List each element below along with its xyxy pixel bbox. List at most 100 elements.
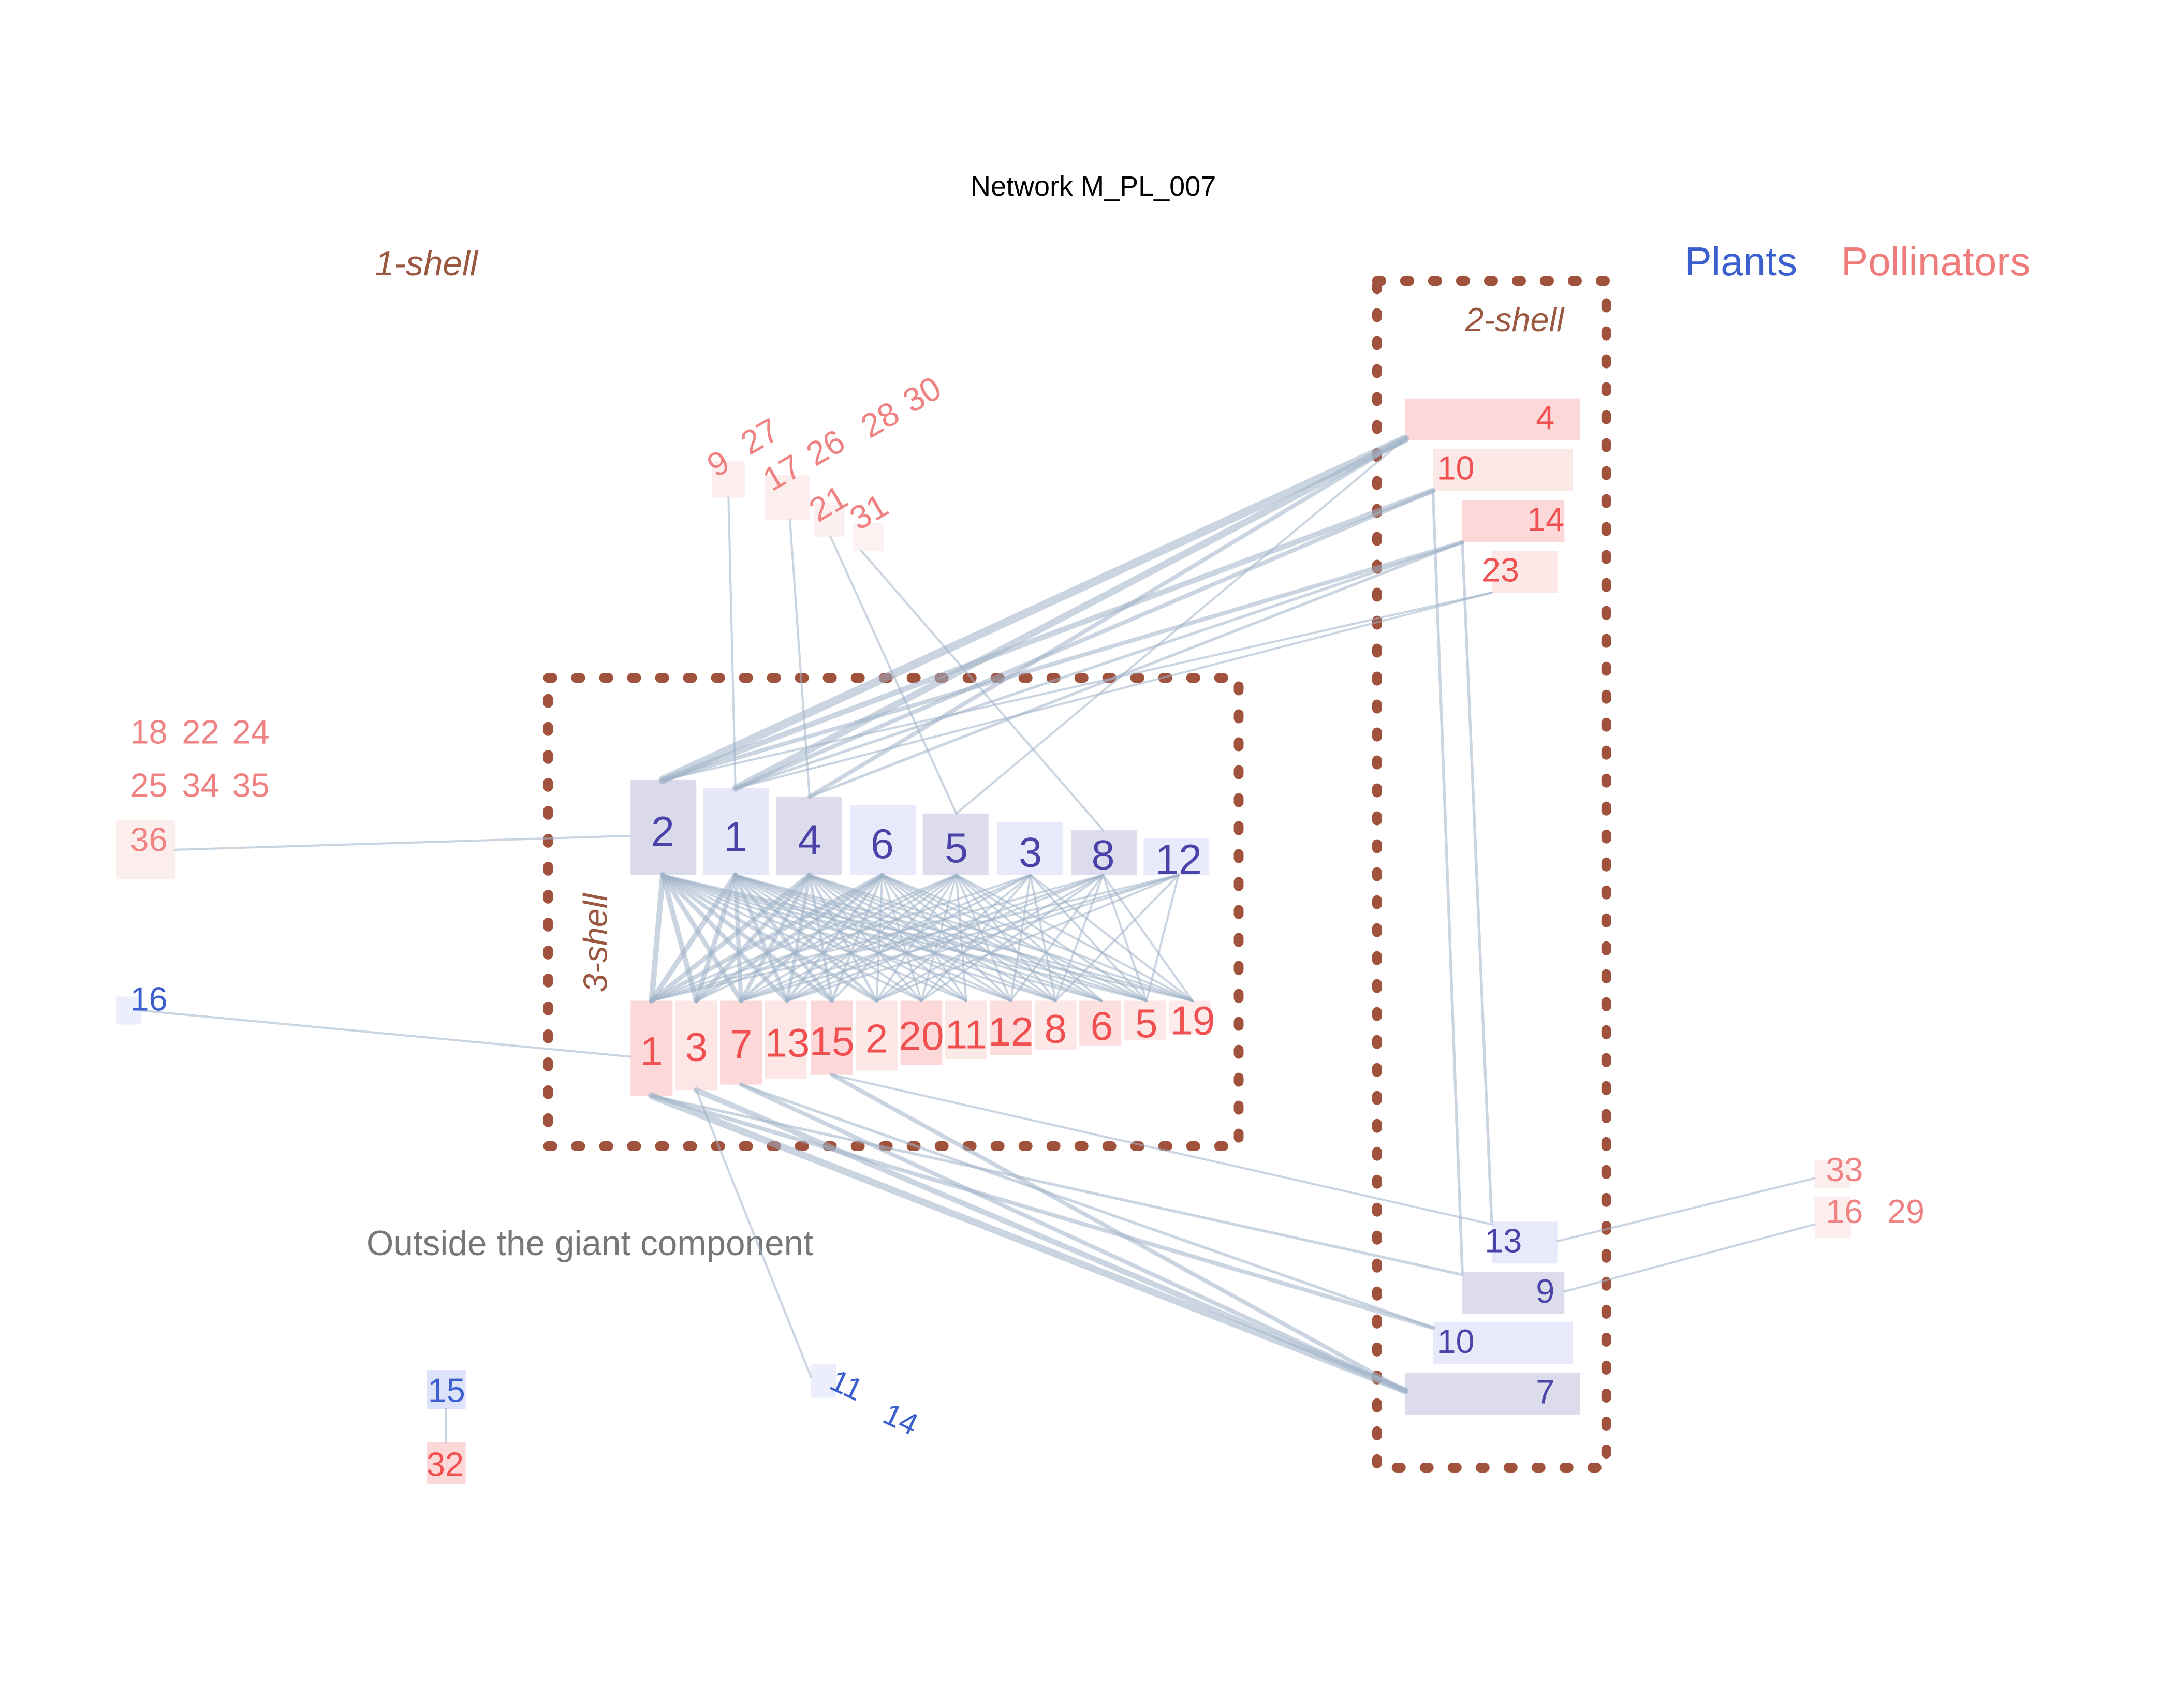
shell1-left-pollinators: 18 22 24 25 34 35 36 [130,713,270,859]
plant-node: 12 [1155,836,1202,883]
edge [727,496,737,790]
edge [1563,1223,1816,1293]
edge [732,435,1409,792]
core-plant-3-bg [996,821,1063,875]
core-poll-19-bg [1168,1000,1211,1035]
shell2-plant-9-bg [1462,1272,1565,1314]
core-edge [740,874,1180,1002]
poll-21-bg [814,503,845,537]
diagram-title: Network M_PL_007 [971,171,1216,202]
edge [829,535,958,815]
core-edge [649,872,738,1004]
core-plant-2-bg [630,779,697,875]
core-edge [881,874,1148,1002]
pollinator-node: 18 [130,713,168,751]
core-edge [1102,874,1194,1002]
core-poll-7-bg [720,1000,762,1085]
plant-11-bg [811,1364,836,1398]
shell2-plants: 13 9 10 7 [1437,1222,1554,1411]
pollinator-node: 22 [182,713,219,751]
core-plant-1-bg [703,788,769,875]
pollinator-node: 1 [640,1028,663,1074]
core-edge [875,874,1032,1002]
shell2-pollinators: 4 10 14 23 [1437,399,1564,588]
shell1-top-pollinators: 9 27 17 26 28 30 21 31 [701,369,948,537]
plant-16-bg [116,996,142,1025]
core-poll-3-bg [675,1000,717,1091]
edge [650,1094,1464,1276]
pollinator-node: 20 [899,1013,944,1058]
shell2-poll-23-bg [1491,550,1558,593]
core-poll-5-bg [1124,1000,1166,1040]
core-edge [650,874,1105,1002]
interaction-edges [140,434,1816,1444]
core-poll-15-bg [811,1000,853,1075]
core-edge [740,874,1032,1002]
edge [658,434,1409,784]
core-poll-12-bg [990,1000,1032,1055]
plant-node: 14 [878,1396,923,1442]
core-poll-2-bg [856,1000,898,1071]
plant-node: 2 [651,808,674,855]
shell2-plant-7-bg [1405,1372,1580,1415]
shell3-box [543,673,1244,1151]
pollinator-node: 30 [897,369,948,420]
pollinator-node: 14 [1527,500,1564,538]
plant-node: 13 [1485,1222,1522,1260]
core-plant-6-bg [850,805,916,875]
core-edge [1145,874,1180,1002]
core-poll-20-bg [900,1000,943,1065]
poll-9-bg [711,461,745,498]
pollinator-node: 28 [855,394,906,445]
shell2-poll-4-bg [1405,398,1580,440]
pollinator-node: 6 [1091,1003,1113,1049]
plant-node: 6 [871,821,894,867]
edge [173,834,632,851]
edge [733,488,1435,791]
edge [1556,1177,1816,1243]
core-pollinators: 1 3 7 13 15 2 20 11 12 8 6 5 19 [640,997,1215,1073]
plant-node: 3 [1019,829,1042,876]
node-backgrounds [116,398,1851,1484]
pollinator-node: 15 [810,1019,855,1064]
edge [734,591,1493,790]
pollinator-node: 13 [765,1020,810,1066]
core-edge [1029,874,1194,1002]
edge [739,1082,1407,1393]
pollinator-node: 12 [988,1009,1033,1054]
pollinator-node: 35 [232,766,270,804]
pollinator-node: 11 [945,1011,987,1057]
shell2-box [1372,276,1611,1473]
core-poll-1-bg [630,1000,673,1096]
pollinator-node: 7 [730,1021,753,1067]
core-edge [875,874,1180,1002]
legend-pollinators: Pollinators [1841,239,2031,284]
poll-31-bg [853,522,884,551]
core-poll-6-bg [1079,1000,1122,1046]
core-edge [786,874,1180,1002]
core-plant-8-bg [1070,830,1137,875]
edge [1431,489,1464,1274]
pollinator-node: 10 [1437,449,1474,487]
poll-16r-bg [1814,1196,1851,1239]
edge [660,540,1465,782]
core-plant-4-bg [776,797,842,875]
shell1-label: 1-shell [375,244,479,283]
plant-node: 9 [1536,1272,1554,1310]
shell2-plant-13-bg [1491,1221,1558,1264]
core-edge [1029,874,1057,1002]
core-edge [739,873,812,1003]
shell2-poll-10-bg [1433,448,1573,491]
plant-node: 16 [130,980,168,1018]
poll-33-bg [1814,1160,1851,1188]
edge [831,1073,1493,1226]
core-edge [650,874,958,1002]
shell2-plant-10-bg [1433,1322,1573,1364]
core-poll-11-bg [945,1000,987,1059]
core-edges [649,872,1194,1004]
plant-node: 5 [945,825,968,872]
core-edge [649,873,885,1003]
pollinator-node: 8 [1044,1006,1067,1052]
plant-node: 15 [428,1372,465,1409]
